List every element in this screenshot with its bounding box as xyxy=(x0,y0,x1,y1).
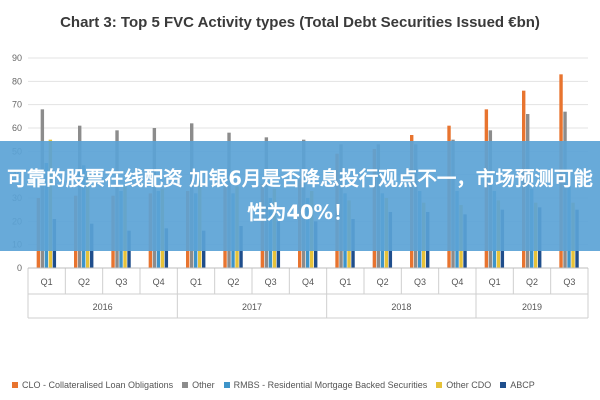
x-tick-label: Q1 xyxy=(489,277,501,287)
legend-label: RMBS - Residential Mortgage Backed Secur… xyxy=(233,380,428,390)
legend-item: Other xyxy=(182,380,215,390)
year-label: 2016 xyxy=(93,302,113,312)
y-tick-label: 60 xyxy=(12,123,22,133)
year-label: 2017 xyxy=(242,302,262,312)
legend-item: CLO - Collateralised Loan Obligations xyxy=(12,380,173,390)
legend-item: ABCP xyxy=(500,380,535,390)
x-tick-label: Q3 xyxy=(265,277,277,287)
x-tick-label: Q3 xyxy=(115,277,127,287)
x-tick-label: Q2 xyxy=(227,277,239,287)
x-tick-label: Q1 xyxy=(41,277,53,287)
y-tick-label: 70 xyxy=(12,100,22,110)
legend-swatch xyxy=(500,382,507,388)
legend-swatch xyxy=(223,382,230,388)
x-tick-label: Q2 xyxy=(377,277,389,287)
x-tick-label: Q2 xyxy=(526,277,538,287)
legend-label: ABCP xyxy=(510,380,535,390)
legend-swatch xyxy=(182,382,189,388)
x-tick-label: Q3 xyxy=(414,277,426,287)
y-tick-label: 0 xyxy=(17,263,22,273)
overlay-banner[interactable]: 可靠的股票在线配资 加银6月是否降息投行观点不一，市场预测可能性为40%！ xyxy=(0,141,600,251)
year-label: 2019 xyxy=(522,302,542,312)
chart-legend: CLO - Collateralised Loan Obligations Oth… xyxy=(12,378,600,392)
y-tick-label: 80 xyxy=(12,76,22,86)
legend-item: RMBS - Residential Mortgage Backed Secur… xyxy=(223,380,428,390)
legend-swatch xyxy=(436,382,443,388)
year-label: 2018 xyxy=(391,302,411,312)
x-tick-label: Q4 xyxy=(451,277,463,287)
overlay-banner-text[interactable]: 可靠的股票在线配资 加银6月是否降息投行观点不一，市场预测可能性为40%！ xyxy=(7,167,593,224)
legend-label: Other CDO xyxy=(446,380,492,390)
x-tick-label: Q3 xyxy=(563,277,575,287)
x-tick-label: Q4 xyxy=(153,277,165,287)
x-tick-label: Q1 xyxy=(190,277,202,287)
y-tick-label: 90 xyxy=(12,53,22,63)
legend-label: Other xyxy=(192,380,215,390)
x-tick-label: Q1 xyxy=(339,277,351,287)
x-tick-label: Q2 xyxy=(78,277,90,287)
legend-swatch xyxy=(12,382,18,388)
x-tick-label: Q4 xyxy=(302,277,314,287)
chart-title: Chart 3: Top 5 FVC Activity types (Total… xyxy=(60,14,540,31)
legend-item: Other CDO xyxy=(436,380,491,390)
legend-label: CLO - Collateralised Loan Obligations xyxy=(22,380,174,390)
